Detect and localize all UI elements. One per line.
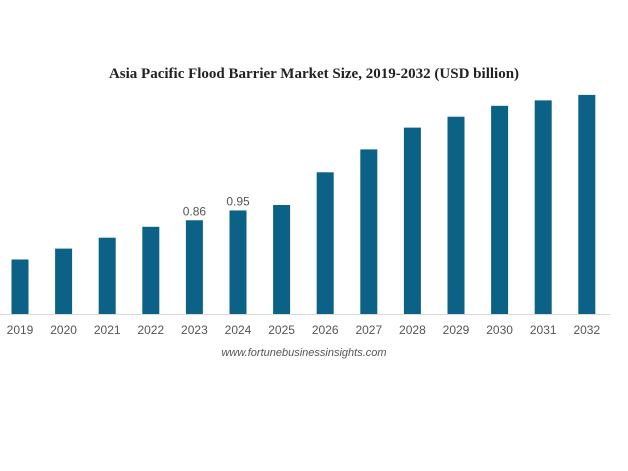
chart-title: Asia Pacific Flood Barrier Market Size, … bbox=[108, 66, 520, 82]
bar-2029 bbox=[447, 116, 465, 315]
x-tick-label: 2029 bbox=[443, 323, 470, 337]
data-label: 0.95 bbox=[226, 194, 250, 208]
x-tick-label: 2028 bbox=[399, 323, 426, 337]
x-tick-label: 2019 bbox=[7, 323, 34, 337]
bar-2020 bbox=[55, 248, 73, 314]
bar-2032 bbox=[578, 94, 596, 314]
bar-2024 bbox=[229, 210, 247, 314]
x-tick-label: 2032 bbox=[573, 323, 600, 337]
bar-2025 bbox=[273, 205, 291, 314]
x-tick-label: 2020 bbox=[50, 323, 77, 337]
x-tick-label: 2026 bbox=[312, 323, 339, 337]
source-credit: www.fortunebusinessinsights.com bbox=[221, 347, 387, 359]
x-tick-label: 2021 bbox=[94, 323, 121, 337]
data-label: 0.86 bbox=[183, 204, 207, 218]
x-tick-label: 2022 bbox=[137, 323, 164, 337]
x-tick-label: 2030 bbox=[486, 323, 513, 337]
x-tick-label: 2031 bbox=[530, 323, 557, 337]
x-tick-label: 2024 bbox=[225, 323, 252, 337]
bar-2019 bbox=[11, 259, 29, 314]
bar-2021 bbox=[98, 237, 116, 314]
x-tick-label: 2023 bbox=[181, 323, 208, 337]
bar-2022 bbox=[142, 226, 160, 314]
x-tick-label: 2027 bbox=[355, 323, 382, 337]
bar-2031 bbox=[534, 100, 552, 314]
bar-2027 bbox=[360, 149, 378, 314]
bar-2030 bbox=[491, 105, 509, 314]
bar-2023 bbox=[185, 220, 203, 314]
bar-2026 bbox=[316, 172, 334, 314]
x-tick-label: 2025 bbox=[268, 323, 295, 337]
bar-2028 bbox=[403, 127, 421, 314]
